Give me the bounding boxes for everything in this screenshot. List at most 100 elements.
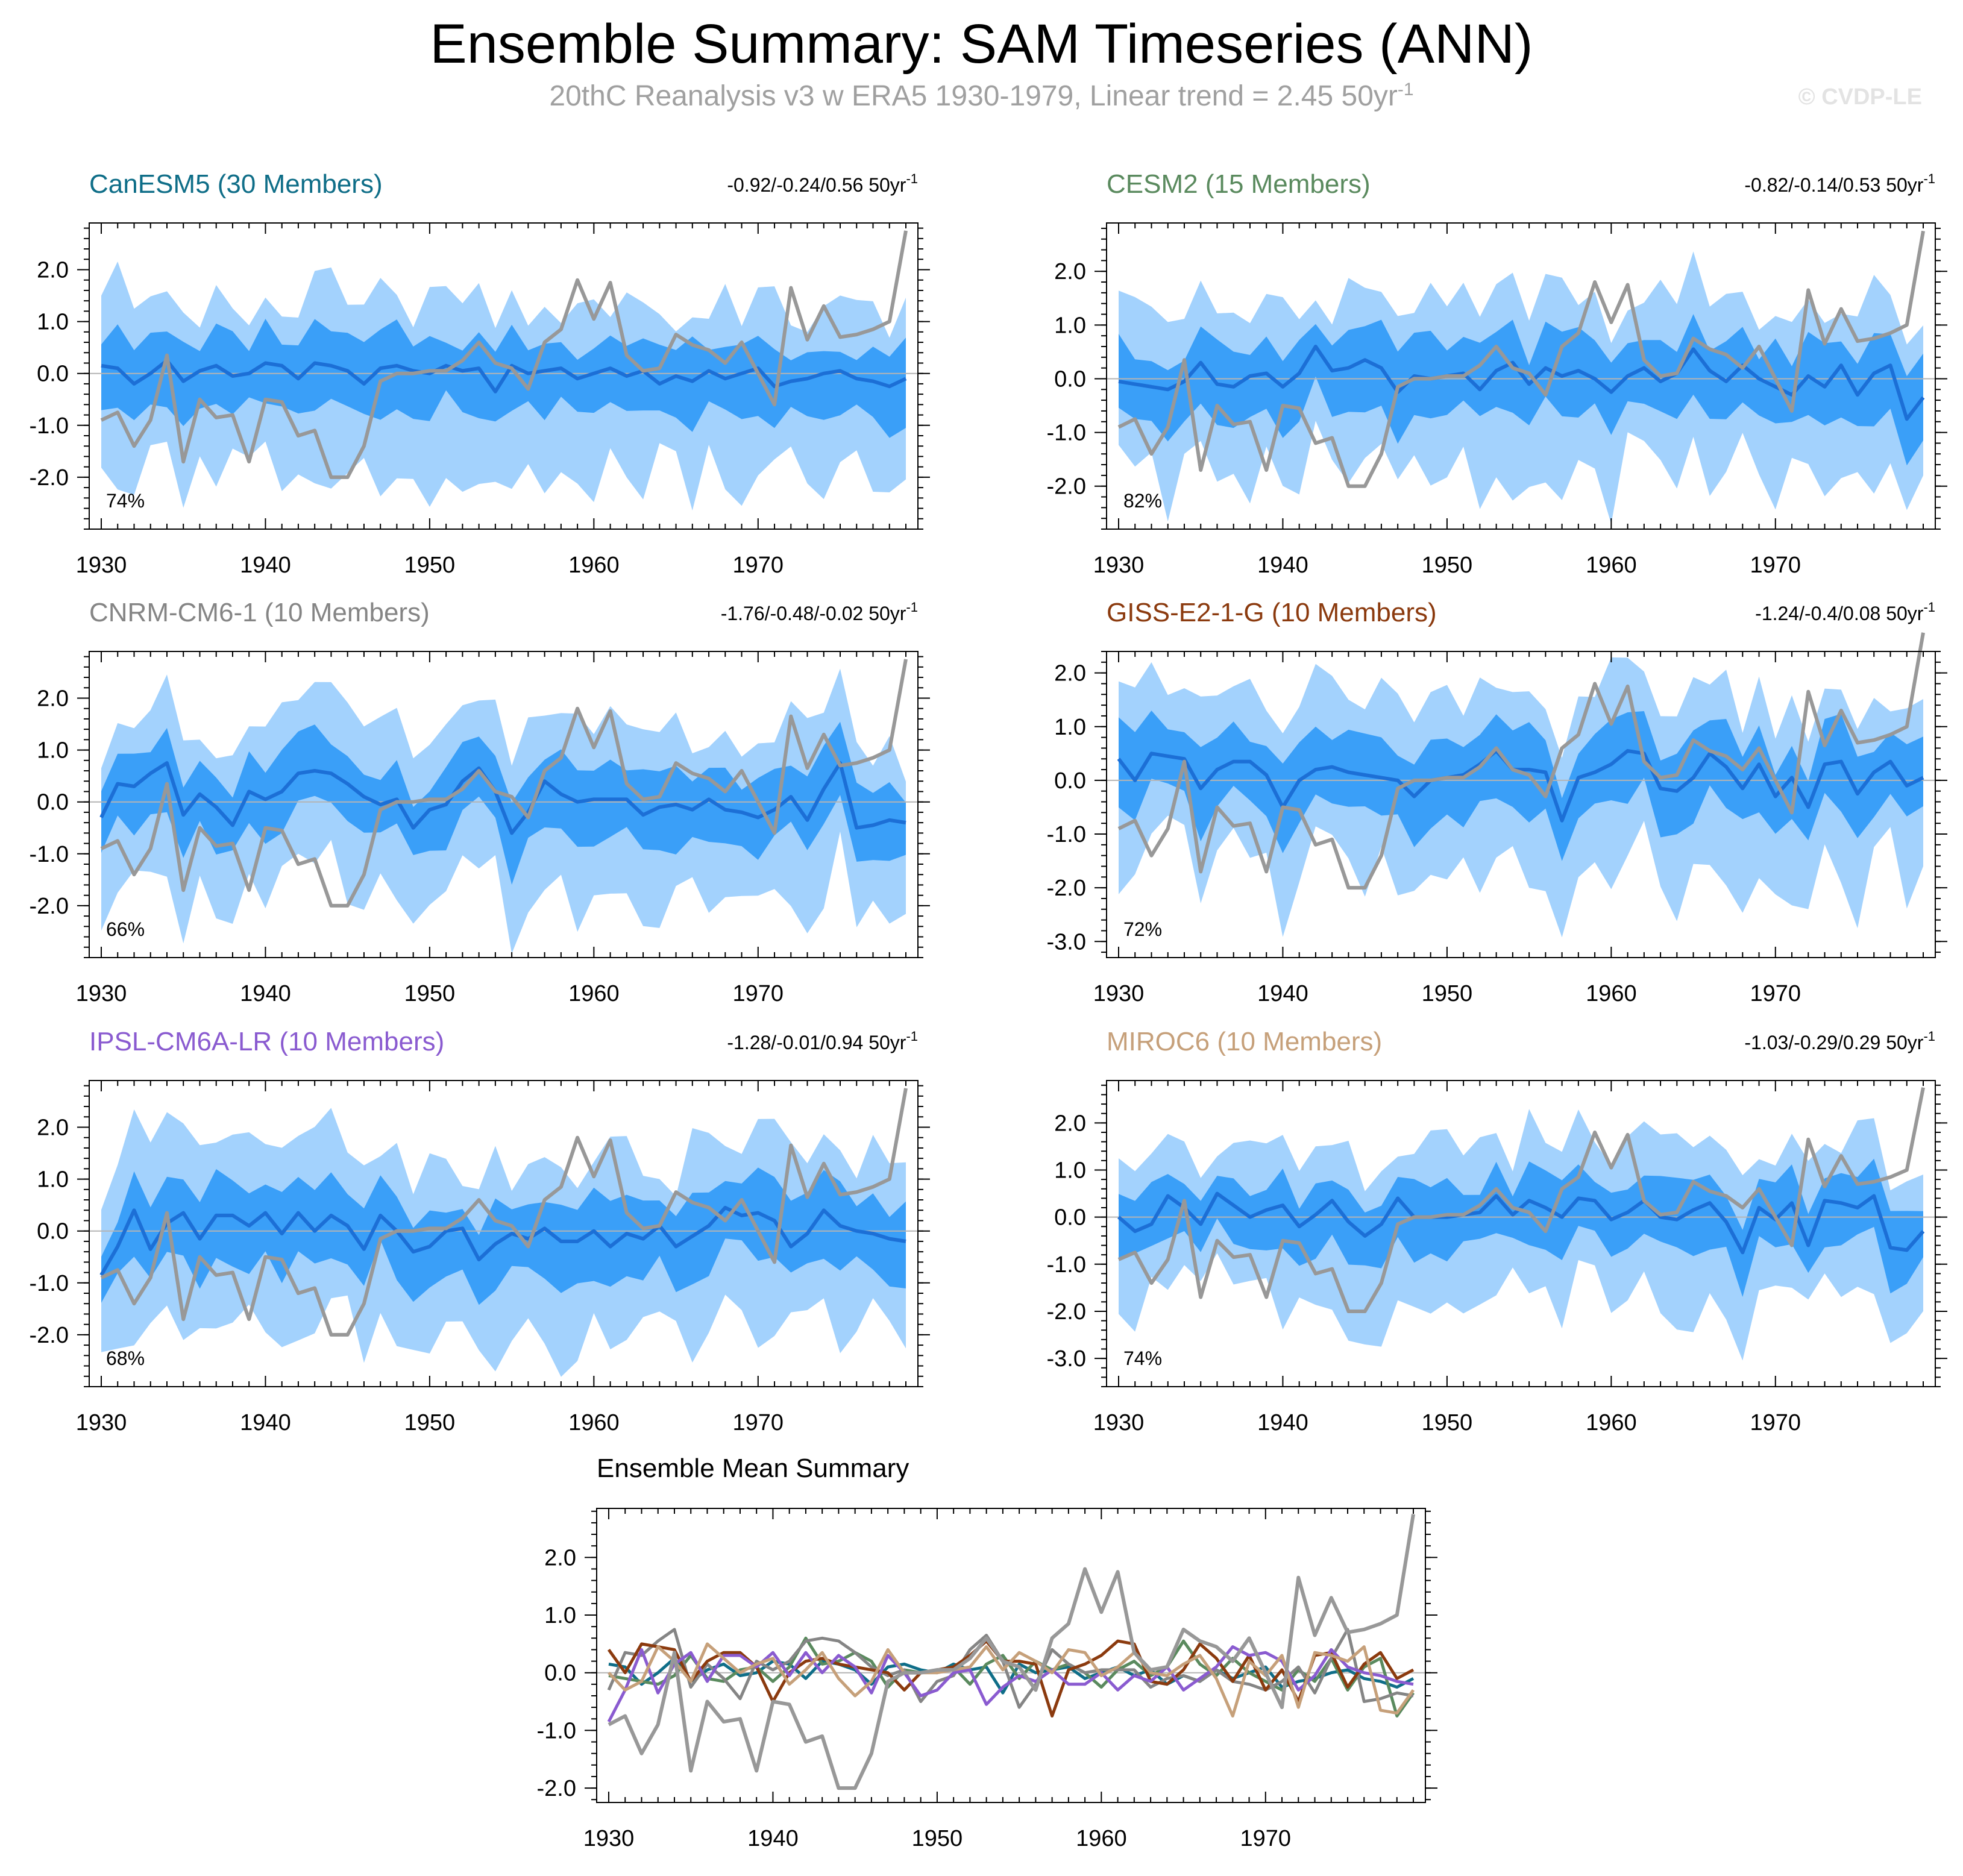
y-tick-label: 1.0 — [1054, 313, 1086, 338]
observed-line — [100, 1088, 908, 1337]
summary-model-line — [608, 1642, 1415, 1718]
x-tick-label: 1940 — [1257, 553, 1308, 578]
observed-line — [1117, 1087, 1925, 1313]
y-tick-label: -1.0 — [30, 1271, 69, 1296]
y-tick-label: -2.0 — [1047, 876, 1086, 901]
panel-percent-label: 72% — [1123, 918, 1162, 940]
plot-frame — [89, 222, 919, 530]
x-tick-label: 1970 — [733, 981, 784, 1006]
y-tick-label: 2.0 — [37, 257, 69, 283]
x-tick-label: 1940 — [240, 981, 291, 1006]
y-tick-label: 1.0 — [37, 1167, 69, 1193]
panel-3: 1930 1940 1950 1960 1970 -2.0 -1.0 0.0 1.0 2.0 CNR… — [30, 598, 930, 1006]
y-tick-label: -1.0 — [1047, 421, 1086, 446]
y-tick-label: -2.0 — [30, 1323, 69, 1348]
panel-trend-text: -0.82/-0.14/0.53 50yr-1 — [1744, 171, 1935, 196]
y-tick-label: 2.0 — [1054, 661, 1086, 686]
y-tick-label: 2.0 — [37, 686, 69, 711]
y-tick-label: -2.0 — [1047, 474, 1086, 500]
ensemble-inner-band — [101, 1167, 906, 1305]
x-tick-label: 1930 — [76, 553, 127, 578]
panel-percent-label: 74% — [1123, 1347, 1162, 1369]
plot-frame — [596, 1508, 1426, 1803]
observed-line — [1117, 230, 1925, 488]
x-tick-label: 1940 — [240, 1410, 291, 1435]
observed-line — [100, 230, 908, 479]
x-tick-label: 1940 — [1257, 981, 1308, 1006]
ensemble-inner-band — [1119, 711, 1923, 861]
y-tick-label: 1.0 — [37, 310, 69, 335]
plot-frame — [1106, 651, 1936, 958]
plot-frame — [1106, 1080, 1936, 1387]
summary-model-line — [607, 1628, 1414, 1709]
plot-frame — [1106, 222, 1936, 530]
panel-trend-text: -1.03/-0.29/0.29 50yr-1 — [1744, 1029, 1935, 1053]
panel-5: 1930 1940 1950 1960 1970 -2.0 -1.0 0.0 1.0 2.0 IPS… — [30, 1027, 930, 1435]
ensemble-mean-line — [1117, 1191, 1925, 1255]
y-tick-label: 1.0 — [1054, 1158, 1086, 1183]
y-tick-label: 0.0 — [1054, 768, 1086, 794]
x-tick-label: 1930 — [76, 981, 127, 1006]
x-tick-label: 1960 — [568, 1410, 620, 1435]
x-tick-label: 1950 — [912, 1826, 963, 1851]
y-tick-label: 2.0 — [37, 1115, 69, 1140]
y-tick-label: -3.0 — [1047, 1346, 1086, 1372]
panel-title: CESM2 (15 Members) — [1107, 169, 1371, 199]
y-tick-label: -1.0 — [1047, 1252, 1086, 1278]
x-tick-label: 1960 — [1586, 553, 1637, 578]
y-tick-label: 2.0 — [1054, 259, 1086, 284]
x-tick-label: 1950 — [404, 553, 456, 578]
panel-6: 1930 1940 1950 1960 1970 -3.0 -2.0 -1.0 0.0 1.0 2.… — [1047, 1027, 1947, 1435]
panel-trend-exponent: -1 — [1923, 171, 1935, 186]
y-tick-label: 0.0 — [1054, 1205, 1086, 1231]
y-tick-label: 1.0 — [1054, 715, 1086, 740]
plot-frame — [89, 1080, 919, 1387]
x-tick-label: 1970 — [1750, 1410, 1801, 1435]
panel-trend-exponent: -1 — [906, 171, 918, 186]
ensemble-mean-line — [1117, 748, 1924, 823]
summary-observed-line — [608, 1514, 1415, 1790]
panel-trend-text: -0.92/-0.24/0.56 50yr-1 — [727, 171, 918, 196]
panel-trend-text: -1.76/-0.48/-0.02 50yr-1 — [721, 600, 918, 624]
x-tick-label: 1940 — [1257, 1410, 1308, 1435]
x-tick-label: 1930 — [1093, 553, 1145, 578]
panel-1: 1930 1940 1950 1960 1970 -2.0 -1.0 0.0 1.0 2.0 Can… — [30, 169, 930, 578]
y-tick-label: 2.0 — [1054, 1111, 1086, 1136]
y-tick-label: 0.0 — [544, 1661, 576, 1686]
panel-trend-text: -1.28/-0.01/0.94 50yr-1 — [727, 1029, 918, 1053]
panel-2: 1930 1940 1950 1960 1970 -2.0 -1.0 0.0 1.0 2.0 CES… — [1047, 169, 1947, 578]
y-tick-label: -1.0 — [1047, 822, 1086, 847]
panel-trend-exponent: -1 — [1923, 600, 1935, 615]
panel-trend-exponent: -1 — [1923, 1029, 1935, 1044]
panel-title: IPSL-CM6A-LR (10 Members) — [89, 1027, 444, 1056]
x-tick-label: 1960 — [568, 981, 620, 1006]
panel-percent-label: 82% — [1123, 490, 1162, 512]
panel-4: 1930 1940 1950 1960 1970 -3.0 -2.0 -1.0 0.0 1.0 2.… — [1047, 598, 1947, 1006]
x-tick-label: 1950 — [404, 981, 456, 1006]
x-tick-label: 1960 — [568, 553, 620, 578]
x-tick-label: 1960 — [1076, 1826, 1127, 1851]
x-tick-label: 1940 — [747, 1826, 799, 1851]
ensemble-mean-line — [99, 761, 906, 835]
x-tick-label: 1930 — [1093, 981, 1145, 1006]
panel-percent-label: 68% — [106, 1347, 145, 1369]
x-tick-label: 1950 — [1422, 981, 1473, 1006]
summary-model-line — [608, 1636, 1415, 1718]
panel-trend-text: -1.24/-0.4/0.08 50yr-1 — [1755, 600, 1935, 624]
copyright-text: © CVDP-LE — [1798, 84, 1922, 110]
y-tick-label: 2.0 — [544, 1545, 576, 1570]
y-tick-label: -1.0 — [30, 842, 69, 867]
figure-title: Ensemble Summary: SAM Timeseries (ANN) — [430, 13, 1533, 75]
y-tick-label: -2.0 — [1047, 1299, 1086, 1325]
summary-panel: 1930 1940 1950 1960 1970 -2.0 -1.0 0.0 1.0 2.0 Ens… — [537, 1454, 1437, 1851]
y-tick-label: 0.0 — [1054, 366, 1086, 392]
panel-title: GISS-E2-1-G (10 Members) — [1107, 598, 1437, 627]
panel-trend-exponent: -1 — [906, 600, 918, 615]
panel-percent-label: 66% — [106, 918, 145, 940]
y-tick-label: -1.0 — [30, 413, 69, 439]
x-tick-label: 1970 — [1240, 1826, 1292, 1851]
ensemble-mean-line — [99, 1205, 906, 1276]
panel-title: MIROC6 (10 Members) — [1107, 1027, 1382, 1056]
y-tick-label: -2.0 — [30, 894, 69, 919]
x-tick-label: 1950 — [1422, 553, 1473, 578]
